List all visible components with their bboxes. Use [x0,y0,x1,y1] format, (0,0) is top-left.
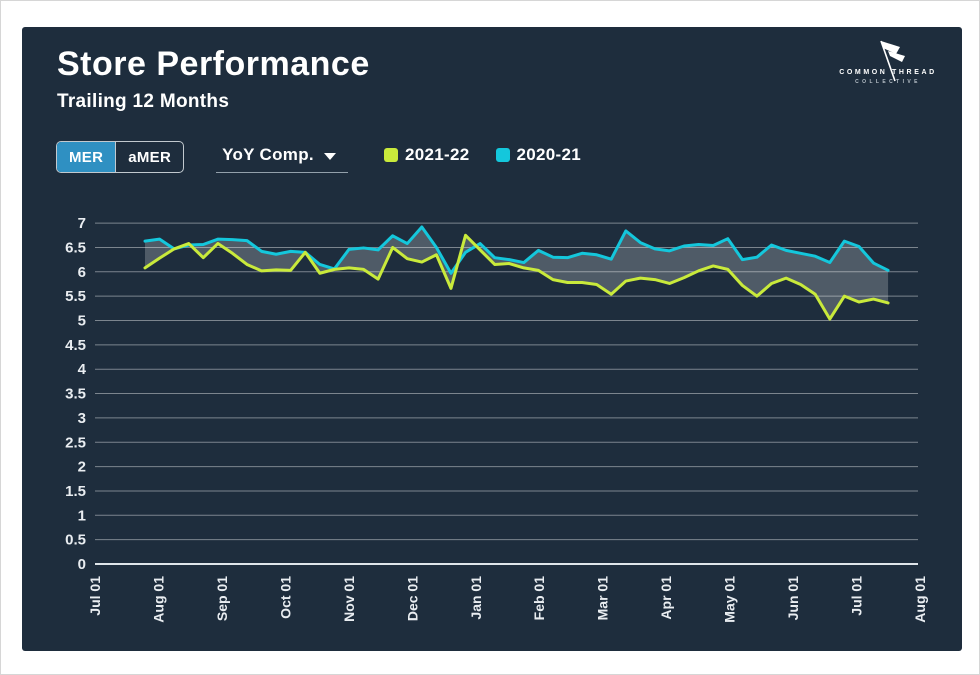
x-axis-label: Jul 01 [87,576,103,616]
page-title: Store Performance [57,45,370,83]
y-axis-label: 6.5 [65,239,86,256]
y-axis-label: 0 [78,556,86,573]
x-axis-label: Feb 01 [531,576,547,621]
x-axis-label: Apr 01 [658,576,674,620]
y-axis-label: 3 [78,410,86,427]
x-axis-label: Nov 01 [341,576,357,622]
y-axis-label: 5.5 [65,288,86,305]
x-axis-label: Jun 01 [785,576,801,621]
brand-logo: COMMON THREAD COLLECTIVE [822,37,954,85]
y-axis-label: 2.5 [65,434,86,451]
flag-icon [880,40,905,82]
page-subtitle: Trailing 12 Months [57,91,230,112]
x-axis-label: Dec 01 [404,576,420,621]
amer-button[interactable]: aMER [115,142,183,172]
performance-chart: 0 0.5 1 1.5 2 2.5 3 3.5 4 4.5 5 5.5 6 6.5 7 Jul 01 Aug 0… [22,206,960,646]
y-axis-label: 0.5 [65,532,86,549]
series-line-2020-21 [143,225,890,275]
y-axis-label: 7 [78,215,86,232]
band-fill-area [145,226,889,320]
legend-item-2021-22[interactable]: 2021-22 [384,145,470,165]
y-axis-label: 6 [78,264,86,281]
x-axis-label: Jul 01 [849,576,865,616]
y-axis-label: 4.5 [65,337,86,354]
comparison-dropdown[interactable]: YoY Comp. [216,141,349,173]
x-axis-label: Jan 01 [468,576,484,620]
legend-label-2021-22: 2021-22 [405,145,470,164]
y-axis-label: 4 [78,361,87,378]
x-axis-label: Aug 01 [912,576,928,623]
mer-button[interactable]: MER [57,142,116,172]
line-chart-svg: 0 0.5 1 1.5 2 2.5 3 3.5 4 4.5 5 5.5 6 6.5 7 Jul 01 Aug 0… [65,215,928,623]
y-axis-label: 1 [78,507,86,524]
y-axis-label: 5 [78,313,86,330]
y-axis-label: 1.5 [65,483,86,500]
brand-name: COMMON THREAD [839,69,937,76]
legend-item-2020-21[interactable]: 2020-21 [495,145,582,165]
x-axis-label: Sep 01 [214,576,230,621]
y-axis-label: 3.5 [65,386,86,403]
series-line-2021-22 [143,233,890,321]
controls-row: MER aMER YoY Comp. [56,141,349,173]
chevron-down-icon [324,152,337,160]
legend-label-2020-21: 2020-21 [516,145,581,164]
brand-subname: COLLECTIVE [855,79,921,85]
legend-swatch-2020-21 [495,148,510,162]
x-axis-label: Mar 01 [595,576,611,621]
metric-toggle: MER aMER [56,141,185,173]
dashboard-card: Store Performance Trailing 12 Months COM… [22,27,962,651]
y-axis-label: 2 [78,459,86,476]
legend-swatch-2021-22 [384,148,398,162]
x-axis-label: May 01 [722,576,738,623]
comparison-dropdown-value: YoY Comp. [222,144,314,164]
x-axis-label: Aug 01 [150,576,166,623]
chart-legend: 2021-22 2020-21 [384,145,581,165]
x-axis-label: Oct 01 [277,576,293,619]
